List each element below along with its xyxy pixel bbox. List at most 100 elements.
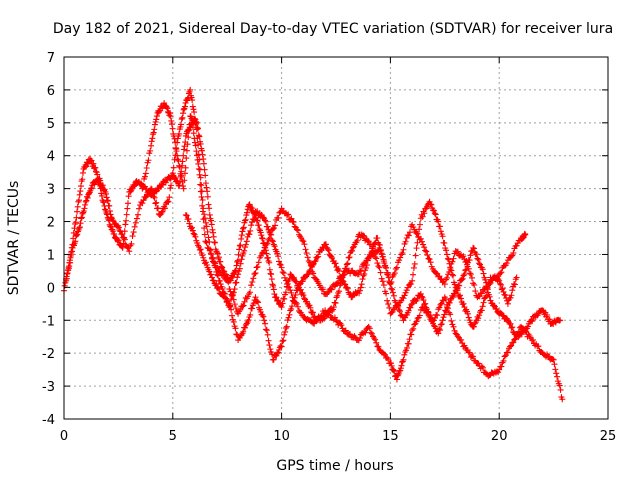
- data-point-trace: [497, 270, 504, 277]
- data-point-trace: [217, 263, 224, 270]
- data-point-trace: [253, 264, 260, 271]
- data-point: [176, 182, 183, 189]
- data-point: [507, 343, 514, 350]
- data-point-trace: [199, 202, 206, 209]
- data-point-trace: [178, 173, 185, 180]
- data-point-trace: [373, 255, 380, 262]
- data-point-trace: [190, 124, 197, 131]
- data-point-trace: [147, 147, 154, 154]
- data-point-trace: [328, 286, 335, 293]
- data-point-trace: [198, 193, 205, 200]
- data-point-trace: [81, 205, 88, 212]
- data-point-trace: [205, 201, 212, 208]
- data-point-trace: [438, 321, 445, 328]
- data-point-trace: [191, 139, 198, 146]
- data-point-trace: [476, 260, 483, 267]
- data-point-trace: [508, 324, 515, 331]
- data-point-trace: [443, 274, 450, 281]
- data-point-trace: [479, 266, 486, 273]
- data-point-trace: [163, 104, 170, 111]
- data-point-trace: [446, 260, 453, 267]
- data-point-trace: [439, 233, 446, 240]
- data-point: [126, 248, 133, 255]
- data-point-trace: [159, 208, 166, 215]
- data-point-trace: [63, 275, 70, 282]
- data-point-trace: [204, 228, 211, 235]
- data-point-trace: [436, 304, 443, 311]
- data-point-trace: [262, 326, 269, 333]
- data-point-trace: [168, 173, 175, 180]
- data-point-trace: [284, 280, 291, 287]
- data-point-trace: [247, 289, 254, 296]
- data-point-trace: [410, 224, 417, 231]
- data-point-trace: [167, 185, 174, 192]
- data-point-trace: [385, 274, 392, 281]
- data-point-trace: [206, 238, 213, 245]
- data-point-trace: [76, 197, 83, 204]
- data-point-trace: [312, 275, 319, 282]
- data-point-trace: [172, 139, 179, 146]
- data-point-trace: [241, 247, 248, 254]
- data-point-trace: [152, 200, 159, 207]
- data-point-trace: [73, 214, 80, 221]
- data-point-trace: [272, 222, 279, 229]
- data-point-trace: [467, 252, 474, 259]
- y-tick-label: -4: [42, 413, 55, 428]
- data-point-trace: [430, 207, 437, 214]
- data-point-trace: [213, 249, 220, 256]
- data-point-trace: [219, 264, 226, 271]
- data-point-trace: [346, 254, 353, 261]
- data-point-trace: [180, 146, 187, 153]
- data-point-trace: [307, 304, 314, 311]
- data-point-trace: [237, 260, 244, 267]
- data-point-trace: [436, 273, 443, 280]
- data-point-trace: [145, 157, 152, 164]
- data-point-trace: [388, 360, 395, 367]
- data-point: [180, 185, 187, 192]
- data-point-trace: [257, 252, 264, 259]
- data-point-trace: [190, 230, 197, 237]
- data-point-trace: [336, 288, 343, 295]
- data-point: [261, 317, 268, 324]
- data-point: [374, 235, 381, 241]
- data-point: [200, 205, 207, 212]
- data-point-trace: [377, 246, 384, 253]
- data-point-trace: [260, 214, 267, 221]
- data-point-trace: [551, 361, 558, 368]
- data-point: [208, 274, 215, 281]
- data-point-trace: [262, 218, 269, 225]
- data-point-trace: [376, 241, 383, 248]
- data-point: [202, 238, 209, 245]
- data-point-trace: [529, 336, 536, 343]
- data-point-trace: [109, 228, 116, 235]
- data-point-trace: [274, 250, 281, 257]
- data-point-trace: [414, 295, 421, 302]
- data-point-trace: [510, 339, 517, 346]
- data-point-trace: [433, 270, 440, 277]
- data-point-trace: [192, 233, 199, 240]
- data-point-trace: [552, 366, 559, 373]
- data-point-trace: [413, 245, 420, 252]
- data-point-trace: [364, 257, 371, 264]
- data-point-trace: [198, 182, 205, 189]
- data-point-trace: [312, 257, 319, 264]
- data-point-trace: [502, 292, 509, 299]
- data-point-trace: [201, 231, 208, 238]
- data-point-trace: [422, 300, 429, 307]
- data-point-trace: [183, 212, 190, 219]
- data-point-trace: [190, 106, 197, 113]
- data-point-trace: [76, 224, 83, 231]
- data-point-trace: [283, 323, 290, 330]
- data-point-trace: [193, 148, 200, 155]
- x-axis-label: GPS time / hours: [276, 458, 393, 474]
- x-tick-label: 20: [491, 429, 508, 444]
- data-point-trace: [153, 188, 160, 195]
- data-point-trace: [237, 306, 244, 313]
- data-point-trace: [88, 185, 95, 192]
- data-point-trace: [422, 247, 429, 254]
- data-point-trace: [528, 317, 535, 324]
- data-point-trace: [237, 242, 244, 249]
- data-point-trace: [91, 181, 98, 188]
- data-point-trace: [78, 215, 85, 222]
